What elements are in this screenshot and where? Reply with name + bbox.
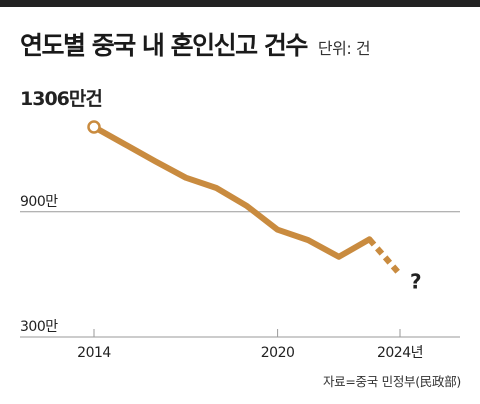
series-line-actual bbox=[91, 124, 373, 260]
chart-title: 연도별 중국 내 혼인신고 건수 bbox=[20, 31, 308, 60]
annotation-question: ? bbox=[410, 269, 422, 293]
chart-header: 연도별 중국 내 혼인신고 건수 단위: 건 bbox=[20, 26, 371, 62]
data-point-start bbox=[87, 120, 101, 134]
unit-label: 단위: 건 bbox=[317, 39, 371, 58]
y-axis-labels: 1306만건 900만 300만 bbox=[20, 88, 103, 335]
y-label-max: 1306만건 bbox=[20, 88, 102, 110]
series-lines bbox=[91, 124, 403, 277]
x-tick-label: 2014 bbox=[77, 345, 111, 361]
data-points bbox=[87, 120, 101, 134]
x-tick-label: 2024년 bbox=[377, 345, 423, 361]
annotations: ? bbox=[410, 269, 422, 293]
top-rule bbox=[0, 0, 480, 7]
series-line-projected bbox=[367, 237, 403, 277]
gridlines bbox=[20, 211, 460, 338]
source-note: 자료=중국 민정부(民政部) bbox=[322, 374, 461, 389]
y-tick-label: 300만 bbox=[20, 319, 58, 335]
x-tick-label: 2020 bbox=[261, 345, 295, 361]
y-tick-label: 900만 bbox=[20, 194, 58, 210]
x-axis: 2014 2020 2024년 bbox=[77, 329, 424, 361]
